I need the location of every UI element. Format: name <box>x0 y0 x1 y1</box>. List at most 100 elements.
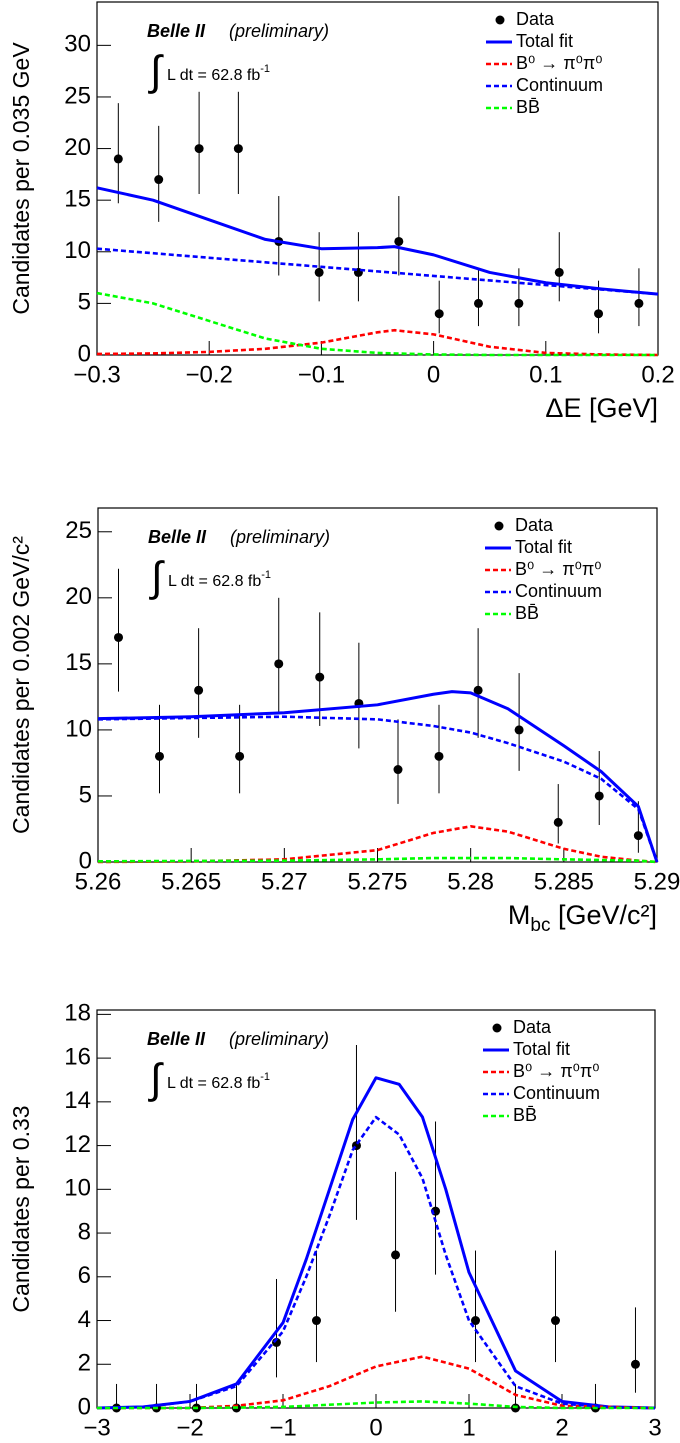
legend-label: Continuum <box>515 581 602 601</box>
data-point <box>594 791 604 801</box>
x-tick-label: 1 <box>462 1414 475 1441</box>
legend-label: Data <box>516 9 555 29</box>
component-curve <box>96 1115 656 1410</box>
status-label: (preliminary) <box>230 527 330 547</box>
legend-label: BB̄ <box>516 97 540 117</box>
component-curve <box>96 247 659 296</box>
integral-sign: ∫ <box>149 553 165 600</box>
legend-marker <box>494 521 504 531</box>
component-curve <box>96 328 659 357</box>
x-tick-label: 0.1 <box>529 361 562 388</box>
y-tick-label: 10 <box>65 715 92 742</box>
plot-frame <box>96 1009 656 1409</box>
integral-sign: ∫ <box>148 47 164 94</box>
y-tick-label: 5 <box>78 289 91 316</box>
x-tick-label: 0 <box>369 1414 382 1441</box>
legend-label: BB̄ <box>515 603 539 623</box>
luminosity-text: L dt = 62.8 fb <box>167 1075 260 1092</box>
y-tick-label: 18 <box>64 1000 91 1027</box>
y-tick-label: 5 <box>79 781 92 808</box>
y-tick-label: 12 <box>64 1131 91 1158</box>
data-point <box>393 765 403 775</box>
data-point <box>194 685 204 695</box>
x-tick-label: −2 <box>176 1414 203 1441</box>
experiment-label: Belle II <box>147 21 206 41</box>
x-tick-label: −0.2 <box>186 361 233 388</box>
y-tick-label: 14 <box>64 1087 91 1114</box>
legend-label: B⁰ → π⁰π⁰ <box>515 559 602 579</box>
y-tick-label: 2 <box>78 1350 91 1377</box>
y-tick-label: 25 <box>65 517 92 544</box>
legend-marker <box>495 15 505 25</box>
legend-label: Continuum <box>516 75 603 95</box>
data-point <box>154 751 164 761</box>
plot-frame <box>96 1 659 356</box>
data-point <box>194 144 204 154</box>
y-axis-label: Candidates per 0.035 GeV <box>8 42 34 315</box>
luminosity-label: L dt = 62.8 fb-1 <box>168 569 271 590</box>
data-point <box>553 817 563 827</box>
x-tick-label: 5.26 <box>75 868 122 895</box>
x-axis-label: ΔE [GeV] <box>545 393 658 423</box>
x-tick-label: −0.3 <box>73 361 120 388</box>
data-point <box>235 751 245 761</box>
luminosity-exponent: -1 <box>260 1071 270 1083</box>
data-point <box>434 309 444 319</box>
legend-label: B⁰ → π⁰π⁰ <box>513 1061 600 1081</box>
y-tick-label: 8 <box>78 1218 91 1245</box>
y-tick-label: 6 <box>78 1262 91 1289</box>
y-tick-label: 20 <box>65 583 92 610</box>
data-point <box>514 298 524 308</box>
legend-label: Total fit <box>515 537 572 557</box>
x-tick-label: 3 <box>648 1414 661 1441</box>
luminosity-label: L dt = 62.8 fb-1 <box>167 1071 270 1092</box>
integral-sign: ∫ <box>148 1055 164 1102</box>
y-tick-label: 0 <box>78 1393 91 1420</box>
y-tick-label: 0 <box>79 847 92 874</box>
status-label: (preliminary) <box>229 21 329 41</box>
data-point <box>391 1250 401 1260</box>
x-tick-label: 5.265 <box>161 868 221 895</box>
plot-frame <box>97 507 658 863</box>
data-point <box>154 175 164 185</box>
legend-marker <box>492 1023 502 1033</box>
fit-curve <box>97 690 659 863</box>
experiment-label: Belle II <box>148 527 207 547</box>
y-tick-label: 20 <box>64 134 91 161</box>
x-axis-label-part: ΔE [GeV] <box>545 393 658 423</box>
fit-curve <box>96 1076 656 1410</box>
data-point <box>550 1316 560 1326</box>
status-label: (preliminary) <box>229 1029 329 1049</box>
component-curve <box>97 1400 655 1410</box>
luminosity-text: L dt = 62.8 fb <box>167 67 260 84</box>
luminosity-label: L dt = 62.8 fb-1 <box>167 63 270 84</box>
x-tick-label: 5.275 <box>347 868 407 895</box>
data-point <box>630 1359 640 1369</box>
legend-label: Total fit <box>513 1039 570 1059</box>
data-point <box>113 154 123 164</box>
fit-curve <box>96 186 659 296</box>
x-tick-label: 5.28 <box>447 868 494 895</box>
luminosity-text: L dt = 62.8 fb <box>168 573 261 590</box>
y-tick-label: 25 <box>64 82 91 109</box>
luminosity-exponent: -1 <box>260 63 270 75</box>
component-curve <box>97 715 659 863</box>
data-point <box>633 831 643 841</box>
y-tick-label: 16 <box>64 1043 91 1070</box>
x-tick-label: 2 <box>555 1414 568 1441</box>
data-point <box>314 267 324 277</box>
x-tick-label: 0 <box>427 361 440 388</box>
x-axis-label-part: bc <box>530 915 550 936</box>
x-tick-label: 0.2 <box>641 361 674 388</box>
component-curve <box>96 291 658 357</box>
y-tick-label: 30 <box>64 31 91 58</box>
experiment-label: Belle II <box>147 1029 206 1049</box>
data-point <box>594 309 604 319</box>
data-point <box>315 672 325 682</box>
data-point <box>554 267 564 277</box>
luminosity-exponent: -1 <box>261 569 271 581</box>
y-tick-label: 0 <box>78 340 91 367</box>
legend-label: Data <box>513 1017 552 1037</box>
